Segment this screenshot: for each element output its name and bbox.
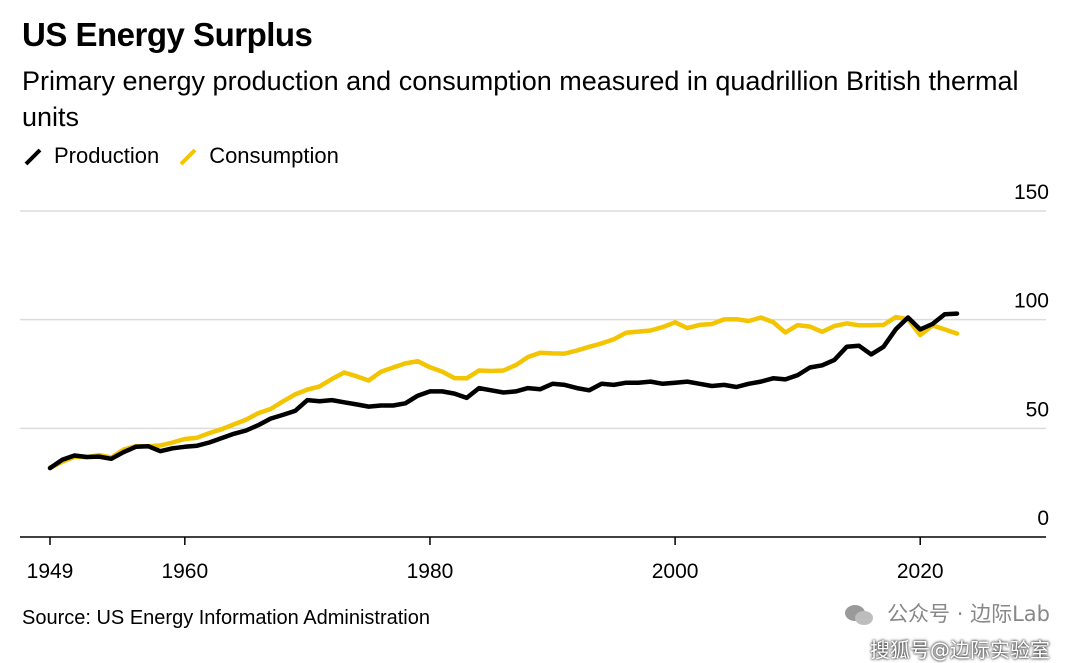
legend: Production Consumption xyxy=(22,143,357,169)
chart-subtitle: Primary energy production and consumptio… xyxy=(22,66,1019,132)
legend-label-consumption: Consumption xyxy=(209,143,339,168)
wechat-icon xyxy=(845,605,874,625)
consumption-swatch-icon xyxy=(179,148,197,166)
line-chart: 0 50 100 150 1949 1960 1980 2000 2020 xyxy=(20,181,1049,583)
production-swatch-icon xyxy=(24,148,42,166)
watermark-line-1: 公众号 · 边际Lab xyxy=(887,602,1050,626)
y-tick-label-100: 100 xyxy=(1014,290,1049,313)
page-title: US Energy Surplus xyxy=(22,16,313,53)
watermark: 公众号 · 边际Lab 搜狐号@边际实验室 xyxy=(844,598,1050,663)
y-tick-label-150: 150 xyxy=(1014,181,1049,204)
legend-label-production: Production xyxy=(54,143,160,168)
x-tick-label-1980: 1980 xyxy=(407,560,454,583)
y-tick-label-50: 50 xyxy=(1026,398,1049,421)
watermark-line-2: 搜狐号@边际实验室 xyxy=(870,638,1050,662)
source-note: Source: US Energy Information Administra… xyxy=(22,607,430,629)
legend-item-consumption[interactable]: Consumption xyxy=(177,143,339,169)
x-tick-label-1949: 1949 xyxy=(27,560,74,583)
legend-item-production[interactable]: Production xyxy=(22,143,159,169)
x-tick-label-2000: 2000 xyxy=(652,560,699,583)
y-tick-label-0: 0 xyxy=(1037,507,1049,530)
series-line-production xyxy=(47,311,960,471)
series-line-consumption xyxy=(47,314,960,470)
x-tick-label-2020: 2020 xyxy=(897,560,944,583)
x-tick-label-1960: 1960 xyxy=(161,560,208,583)
